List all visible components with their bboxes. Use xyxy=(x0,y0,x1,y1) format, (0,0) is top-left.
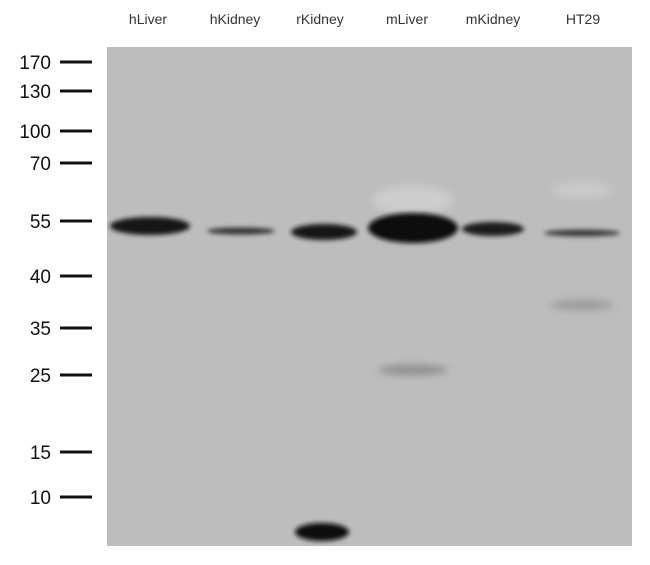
marker-label: 15 xyxy=(30,443,51,464)
faint-band xyxy=(550,300,614,310)
band xyxy=(544,229,620,237)
band xyxy=(368,213,458,243)
marker-label: 70 xyxy=(30,154,51,175)
band xyxy=(295,523,349,541)
marker-label: 40 xyxy=(30,267,51,288)
lane-label: hLiver xyxy=(129,11,167,27)
membrane xyxy=(107,47,632,546)
marker-label: 100 xyxy=(19,122,51,143)
marker-label: 35 xyxy=(30,319,51,340)
lane-label: mKidney xyxy=(466,11,520,27)
marker-label: 55 xyxy=(30,212,51,233)
bands xyxy=(110,213,620,541)
lane-label: mLiver xyxy=(386,11,428,27)
marker-label: 170 xyxy=(19,53,51,74)
faint-band xyxy=(378,365,448,375)
band xyxy=(110,217,190,235)
labels: hLiver hKidney rKidney mLiver mKidney HT29 170… xyxy=(19,11,600,509)
lane-label: rKidney xyxy=(296,11,343,27)
faint-band xyxy=(373,186,453,214)
band xyxy=(291,224,357,240)
marker-label: 10 xyxy=(30,488,51,509)
faint-bands xyxy=(373,182,614,375)
lane-label: HT29 xyxy=(566,11,600,27)
marker-label: 25 xyxy=(30,366,51,387)
band xyxy=(207,227,275,235)
lane-label: hKidney xyxy=(210,11,261,27)
marker-label: 130 xyxy=(19,82,51,103)
band xyxy=(462,222,524,236)
faint-band xyxy=(552,182,612,198)
